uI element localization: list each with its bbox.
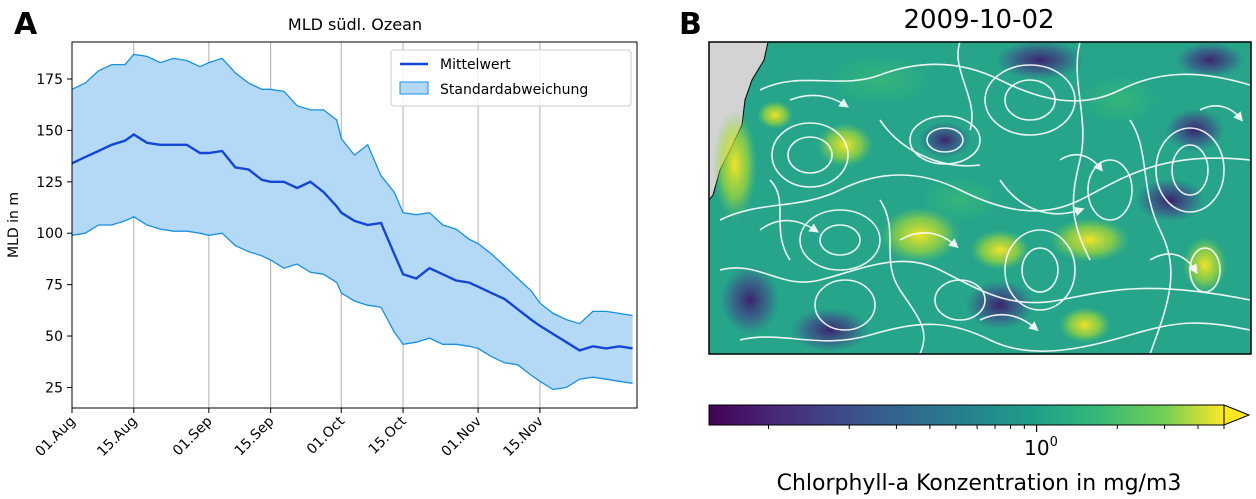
low-chl-patch bbox=[790, 308, 870, 352]
y-axis-label: MLD in m bbox=[6, 192, 22, 258]
high-chl-patch bbox=[1183, 237, 1227, 293]
x-tick-label: 01.Oct bbox=[304, 413, 349, 458]
y-tick-label: 25 bbox=[45, 380, 63, 396]
low-chl-patch bbox=[1175, 42, 1245, 78]
x-tick-label: 15.Aug bbox=[94, 414, 140, 460]
panel-b-letter: B bbox=[679, 7, 702, 42]
legend-label-std: Standardabweichung bbox=[440, 82, 588, 98]
y-tick-label: 100 bbox=[36, 226, 63, 242]
x-tick-label: 15.Sep bbox=[232, 413, 278, 459]
high-chl-patch bbox=[713, 110, 757, 220]
y-tick-label: 75 bbox=[45, 278, 63, 294]
map-frame bbox=[708, 41, 1252, 355]
low-chl-patch bbox=[1165, 108, 1225, 152]
x-tick-label: 15.Oct bbox=[366, 413, 411, 458]
colorbar-ticks bbox=[767, 425, 1225, 432]
high-chl-patch bbox=[817, 123, 873, 167]
mean-line bbox=[71, 133, 633, 352]
colorbar-gradient bbox=[709, 405, 1224, 425]
x-tick-label: 15.Nov bbox=[500, 414, 546, 460]
colorbar-major-tick-label: 100 bbox=[1024, 435, 1058, 460]
legend: Mittelwert Standardabweichung bbox=[390, 49, 632, 107]
y-tick-label: 150 bbox=[36, 123, 63, 139]
high-chl-patch bbox=[1059, 307, 1111, 343]
y-tick-label: 175 bbox=[36, 72, 63, 88]
high-chl-patch bbox=[757, 101, 793, 129]
y-tick-label: 50 bbox=[45, 329, 63, 345]
x-tick-label: 01.Aug bbox=[32, 414, 78, 460]
y-tick-label: 125 bbox=[36, 175, 63, 191]
chlorophyll-map bbox=[709, 42, 1251, 354]
legend-frame bbox=[390, 49, 632, 107]
std-lower-line bbox=[71, 216, 633, 391]
y-axis-ticks: 25 50 75 100 125 150 175 bbox=[36, 72, 72, 396]
colorbar-frame bbox=[708, 404, 1225, 426]
mid-chl-patch bbox=[920, 178, 1000, 222]
x-tick-label: 01.Nov bbox=[439, 414, 485, 460]
low-chl-patch bbox=[995, 42, 1085, 80]
map-title: 2009-10-02 bbox=[903, 5, 1054, 35]
current-streamlines bbox=[719, 42, 1251, 354]
legend-patch-swatch bbox=[399, 81, 429, 95]
high-chl-patch bbox=[970, 230, 1030, 270]
x-tick-label: 01.Sep bbox=[170, 413, 216, 459]
panel-a-letter: A bbox=[14, 7, 38, 42]
low-chl-patch bbox=[720, 265, 780, 335]
colorbar-label: Chlorphyll-a Konzentration in mg/m3 bbox=[777, 471, 1182, 496]
high-chl-patch bbox=[880, 207, 960, 263]
colorbar-extend-arrow bbox=[1223, 404, 1251, 426]
x-axis-ticks: 01.Aug 15.Aug 01.Sep 15.Sep 01.Oct 15.Oct 01.N… bbox=[32, 408, 547, 460]
mid-chl-patch bbox=[830, 55, 930, 105]
mid-chl-patch bbox=[1080, 75, 1160, 125]
colorbar: 100 Chlorphyll-a Konzentration in mg/m3 bbox=[708, 404, 1251, 496]
low-chl-patch bbox=[1135, 178, 1205, 222]
chart-title: MLD südl. Ozean bbox=[288, 15, 422, 34]
std-upper-line bbox=[71, 53, 633, 325]
std-band bbox=[72, 54, 633, 390]
plot-frame bbox=[71, 41, 638, 409]
legend-label-mean: Mittelwert bbox=[440, 57, 511, 73]
high-chl-patch bbox=[1050, 218, 1130, 262]
